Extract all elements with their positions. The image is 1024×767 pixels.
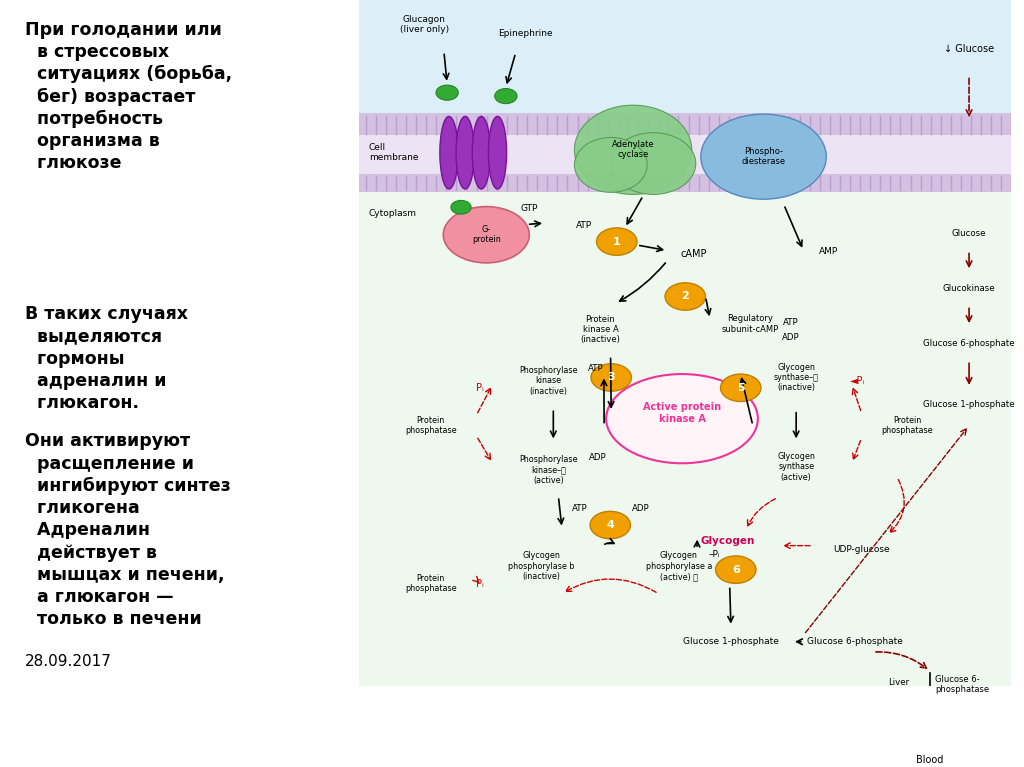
- Text: Pᵢ: Pᵢ: [476, 579, 483, 589]
- Text: ◄Pᵢ: ◄Pᵢ: [851, 377, 866, 387]
- Text: Blood
glucose: Blood glucose: [911, 755, 948, 767]
- Text: 28.09.2017: 28.09.2017: [26, 654, 113, 669]
- Text: Cell
membrane: Cell membrane: [369, 143, 419, 163]
- Text: Cytoplasm: Cytoplasm: [369, 209, 417, 219]
- Ellipse shape: [574, 105, 692, 194]
- Circle shape: [436, 85, 459, 100]
- Text: 3: 3: [607, 373, 615, 383]
- Ellipse shape: [574, 137, 647, 193]
- Text: Glucose 6-phosphate: Glucose 6-phosphate: [807, 637, 903, 647]
- Text: 6: 6: [732, 565, 739, 574]
- Bar: [359, 0, 1012, 114]
- Circle shape: [721, 374, 761, 401]
- Text: Glycogen
phosphorylase b
(inactive): Glycogen phosphorylase b (inactive): [509, 551, 575, 581]
- Text: ADP: ADP: [632, 505, 649, 513]
- Text: Glycogen
synthase
(active): Glycogen synthase (active): [777, 452, 815, 482]
- Text: Liver: Liver: [889, 678, 909, 687]
- Text: Adenylate
cyclase: Adenylate cyclase: [611, 140, 654, 160]
- Text: ↓ Glucose: ↓ Glucose: [944, 44, 994, 54]
- Text: Glucose: Glucose: [951, 229, 986, 238]
- Ellipse shape: [611, 133, 695, 194]
- Ellipse shape: [488, 117, 507, 189]
- Text: ATP: ATP: [572, 505, 588, 513]
- Text: ATP: ATP: [577, 221, 592, 230]
- Text: cAMP: cAMP: [680, 249, 707, 259]
- Text: Epinephrine: Epinephrine: [498, 28, 553, 38]
- Text: Protein
phosphatase: Protein phosphatase: [406, 416, 457, 435]
- Text: –Pᵢ: –Pᵢ: [708, 550, 720, 559]
- Text: Glucokinase: Glucokinase: [943, 284, 995, 293]
- Text: ATP: ATP: [783, 318, 799, 327]
- Text: Glucagon
(liver only): Glucagon (liver only): [399, 15, 449, 35]
- Text: ADP: ADP: [589, 453, 607, 462]
- Text: Phosphorylase
kinase–Ⓟ
(active): Phosphorylase kinase–Ⓟ (active): [519, 456, 578, 485]
- Text: Regulatory
subunit-cAMP: Regulatory subunit-cAMP: [722, 314, 779, 334]
- Text: AMP: AMP: [819, 247, 839, 256]
- Circle shape: [451, 200, 471, 214]
- Circle shape: [591, 364, 632, 391]
- Ellipse shape: [443, 206, 529, 263]
- Text: Protein
phosphatase: Protein phosphatase: [406, 574, 457, 593]
- Text: Phospho-
diesterase: Phospho- diesterase: [741, 147, 785, 166]
- Text: В таких случаях
  выделяются
  гормоны
  адреналин и
  глюкагон.: В таких случаях выделяются гормоны адрен…: [26, 305, 188, 412]
- Text: Protein
kinase A
(inactive): Protein kinase A (inactive): [581, 314, 621, 344]
- Text: ATP: ATP: [588, 364, 604, 373]
- Bar: [359, 135, 1012, 174]
- Circle shape: [665, 283, 706, 310]
- Circle shape: [597, 228, 637, 255]
- Text: 4: 4: [606, 520, 614, 530]
- Ellipse shape: [606, 374, 758, 463]
- Bar: [359, 114, 1012, 135]
- Text: UDP-glucose: UDP-glucose: [834, 545, 890, 554]
- Ellipse shape: [472, 117, 490, 189]
- Text: При голодании или
  в стрессовых
  ситуациях (борьба,
  бег) возрастает
  потреб: При голодании или в стрессовых ситуациях…: [26, 21, 232, 173]
- Text: Они активируют
  расщепление и
  ингибируют синтез
  гликогена
  Адреналин
  дей: Они активируют расщепление и ингибируют …: [26, 433, 231, 628]
- Text: Pᵢ: Pᵢ: [476, 384, 483, 393]
- Text: Phosphorylase
kinase
(inactive): Phosphorylase kinase (inactive): [519, 366, 578, 396]
- Ellipse shape: [440, 117, 458, 189]
- Text: ADP: ADP: [782, 333, 800, 342]
- Ellipse shape: [456, 117, 474, 189]
- Text: Glycogen
phosphorylase a
(active) Ⓟ: Glycogen phosphorylase a (active) Ⓟ: [645, 551, 712, 581]
- Circle shape: [495, 88, 517, 104]
- Text: Glycogen
synthase–Ⓟ
(inactive): Glycogen synthase–Ⓟ (inactive): [774, 363, 818, 393]
- Circle shape: [716, 556, 756, 584]
- Text: 1: 1: [613, 236, 621, 247]
- Bar: [359, 174, 1012, 193]
- Circle shape: [590, 512, 631, 538]
- Text: Protein
phosphatase: Protein phosphatase: [882, 416, 933, 435]
- Text: GTP: GTP: [520, 204, 538, 213]
- Text: Glucose 1-phosphate: Glucose 1-phosphate: [924, 400, 1015, 410]
- Circle shape: [700, 114, 826, 199]
- Text: Glucose 6-
phosphatase: Glucose 6- phosphatase: [935, 675, 989, 694]
- Text: Glucose 1-phosphate: Glucose 1-phosphate: [683, 637, 779, 647]
- Text: Glucose 6-phosphate: Glucose 6-phosphate: [924, 339, 1015, 347]
- Text: Active protein
kinase A: Active protein kinase A: [643, 403, 721, 424]
- Bar: [359, 193, 1012, 686]
- Text: G-
protein: G- protein: [472, 225, 501, 245]
- Text: 2: 2: [681, 291, 689, 301]
- Text: Glycogen: Glycogen: [700, 536, 755, 546]
- Text: 5: 5: [737, 383, 744, 393]
